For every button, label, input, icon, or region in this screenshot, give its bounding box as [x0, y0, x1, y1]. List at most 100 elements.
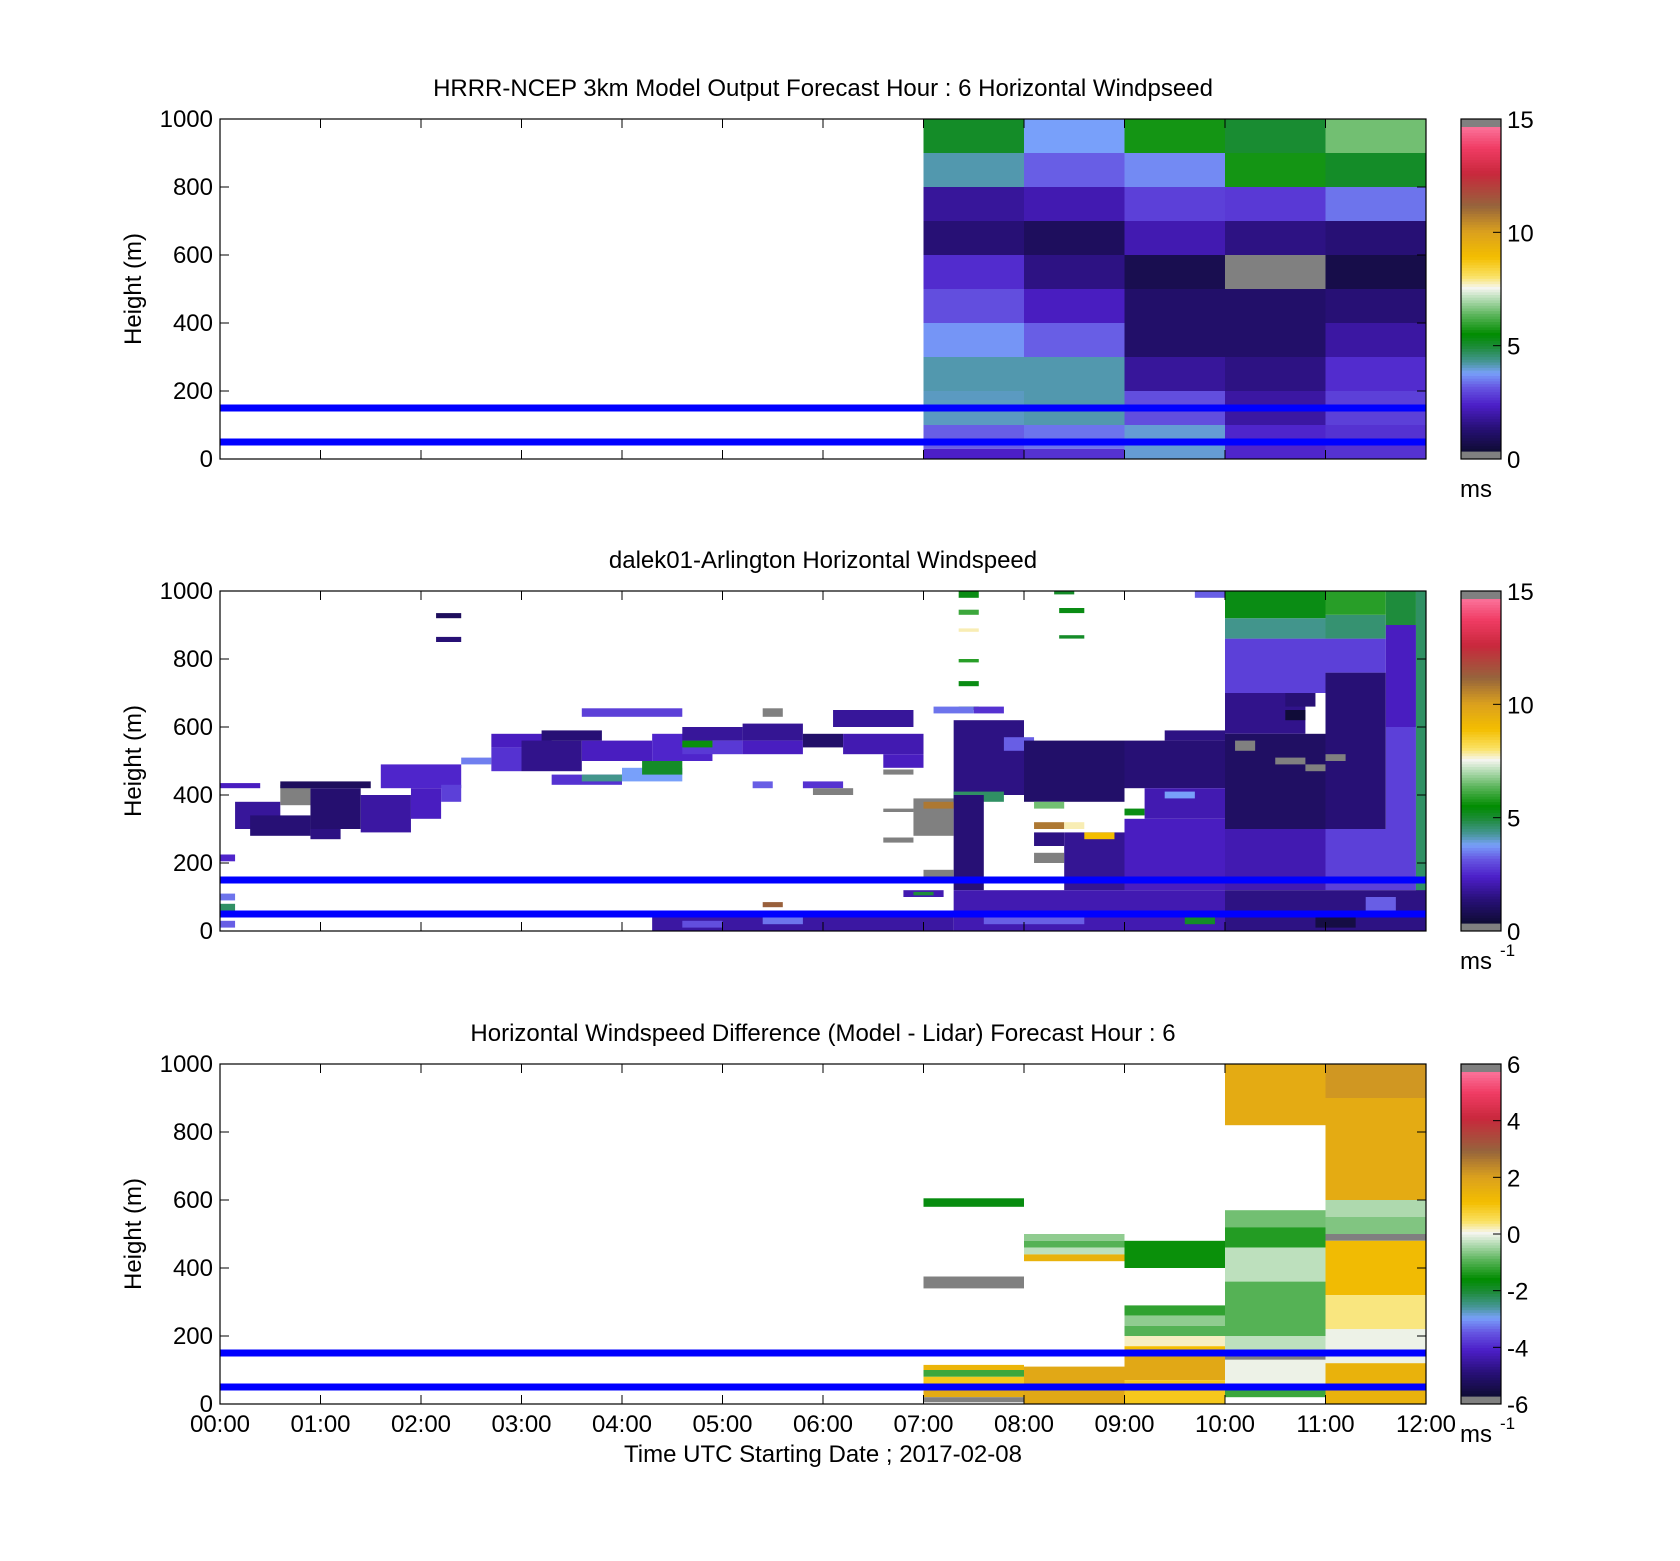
heatmap-cell	[461, 757, 492, 765]
y-tick-label: 200	[173, 378, 213, 405]
heatmap-cell	[1059, 635, 1085, 639]
colorbar-segment	[1461, 1371, 1501, 1375]
colorbar-segment	[1461, 1180, 1501, 1184]
colorbar-segment	[1461, 1290, 1501, 1294]
heatmap-cell	[958, 591, 979, 598]
colorbar-segment	[1461, 1252, 1501, 1257]
heatmap-cell	[1325, 638, 1386, 673]
heatmap-cell	[1124, 1325, 1225, 1336]
colorbar-segment	[1461, 1112, 1501, 1116]
colorbar-segment	[1461, 850, 1501, 854]
colorbar-segment	[1461, 661, 1501, 665]
heatmap-cell	[410, 788, 442, 819]
colorbar-segment	[1461, 213, 1501, 217]
heatmap-cell	[1365, 897, 1396, 911]
colorbar-segment	[1461, 405, 1501, 409]
heatmap-cell	[521, 740, 582, 772]
colorbar-segment	[1461, 340, 1501, 344]
heatmap-cell	[1024, 1254, 1125, 1262]
colorbar-cap	[1461, 591, 1501, 599]
colorbar-segment	[1461, 299, 1501, 304]
colorbar-segment	[1461, 912, 1501, 916]
colorbar-segment	[1461, 1301, 1501, 1305]
heatmap-cell	[883, 769, 914, 775]
colorbar-segment	[1461, 636, 1501, 641]
colorbar-segment	[1461, 243, 1501, 247]
heatmap-cell	[923, 221, 1024, 255]
colorbar-segment	[1461, 1120, 1501, 1124]
colorbar-segment	[1461, 424, 1501, 428]
heatmap-cell	[1054, 591, 1075, 595]
colorbar-segment	[1461, 1309, 1501, 1313]
heatmap-cell	[1275, 757, 1306, 765]
colorbar-segment	[1461, 1225, 1501, 1230]
heatmap-cell	[923, 1276, 1024, 1289]
colorbar-segment	[1461, 1325, 1501, 1330]
heatmap-cell	[923, 1198, 1024, 1207]
colorbar-tick-label: 2	[1507, 1165, 1520, 1192]
heatmap-cells	[923, 119, 1426, 459]
heatmap-cell	[883, 808, 914, 812]
heatmap-cell	[812, 788, 854, 795]
heatmap-cell	[280, 784, 311, 806]
colorbar-segment	[1461, 604, 1501, 608]
heatmap-cell	[280, 781, 371, 789]
colorbar-segment	[1461, 674, 1501, 678]
colorbar-segment	[1461, 1177, 1501, 1181]
colorbar-segment	[1461, 1355, 1501, 1359]
colorbar-segment	[1461, 1306, 1501, 1311]
colorbar-segment	[1461, 1279, 1501, 1284]
x-tick-label: 10:00	[1195, 1411, 1255, 1438]
colorbar-segment	[1461, 639, 1501, 643]
heatmap-cell	[802, 733, 844, 748]
heatmap-cell	[1325, 255, 1426, 289]
colorbar-segment	[1461, 731, 1501, 735]
colorbar-segment	[1461, 159, 1501, 163]
colorbar-segment	[1461, 917, 1501, 921]
colorbar: 0 5 10 15 ms -1	[1460, 579, 1534, 975]
colorbar-segment	[1461, 1331, 1501, 1335]
heatmap-cell	[1325, 1217, 1426, 1234]
colorbar-segment	[1461, 356, 1501, 360]
heatmap-cell	[1034, 852, 1065, 863]
heatmap-cell	[1325, 754, 1346, 761]
heatmap-cell	[1124, 740, 1225, 789]
colorbar-tick-label: 15	[1507, 579, 1534, 606]
heatmap-cell	[1225, 1247, 1326, 1282]
colorbar-segment	[1461, 909, 1501, 913]
colorbar-segment	[1461, 170, 1501, 174]
heatmap-cell	[762, 902, 783, 908]
colorbar-segment	[1461, 348, 1501, 352]
colorbar-segment	[1461, 774, 1501, 778]
colorbar-segment	[1461, 1096, 1501, 1100]
colorbar-segment	[1461, 310, 1501, 314]
heatmap-cell	[883, 754, 924, 768]
heatmap-cell	[1325, 614, 1386, 639]
heatmap-cell	[1385, 727, 1416, 829]
colorbar-segment	[1461, 1204, 1501, 1208]
heatmap-cell	[923, 801, 954, 809]
colorbar-segment	[1461, 1126, 1501, 1130]
colorbar-segment	[1461, 866, 1501, 870]
colorbar-frame	[1460, 118, 1502, 460]
heatmap-cell	[933, 706, 974, 714]
colorbar-segment	[1461, 882, 1501, 886]
colorbar-segment	[1461, 1190, 1501, 1195]
heatmap-cell	[1024, 323, 1125, 357]
heatmap-cell	[1164, 791, 1195, 799]
heatmap-cell	[1124, 255, 1225, 289]
colorbar-segment	[1461, 1261, 1501, 1265]
heatmap-cell	[1325, 187, 1426, 221]
colorbar-segment	[1461, 229, 1501, 233]
colorbar-segment	[1461, 178, 1501, 182]
heatmap-cell	[1325, 289, 1426, 323]
heatmap-cell	[1285, 693, 1316, 707]
colorbar-segment	[1461, 386, 1501, 390]
heatmap-cell	[360, 795, 411, 833]
colorbar-segment	[1461, 1161, 1501, 1165]
y-tick-label: 800	[173, 646, 213, 673]
heatmap-cell	[1064, 822, 1085, 829]
colorbar-segment	[1461, 1207, 1501, 1211]
heatmap-cell	[1124, 221, 1225, 255]
